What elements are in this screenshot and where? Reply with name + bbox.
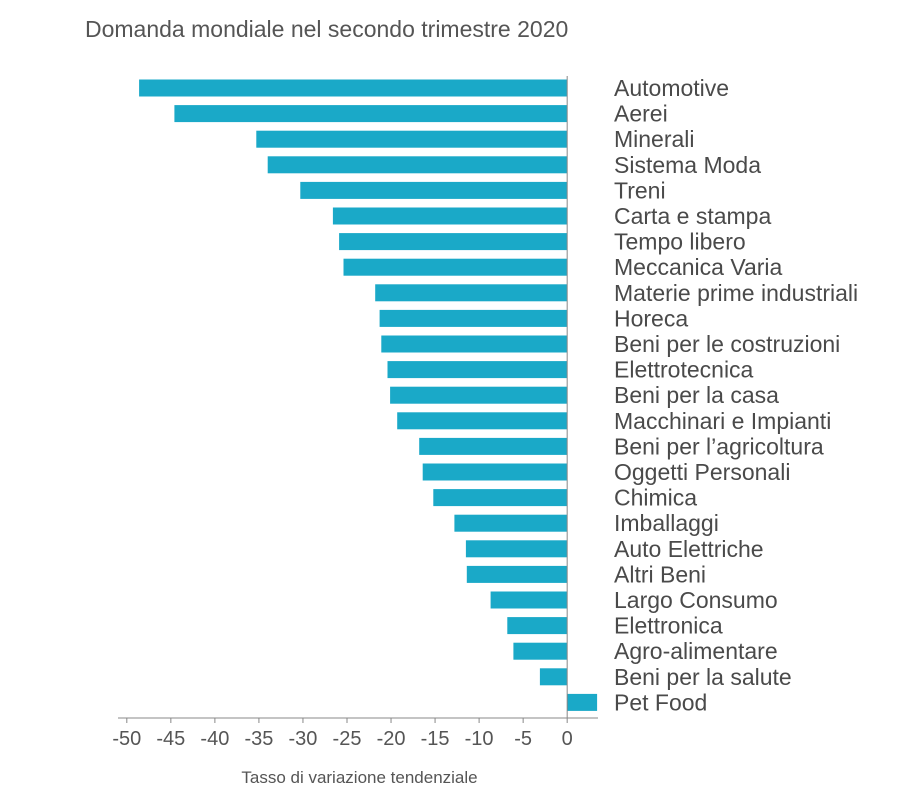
- x-tick-label: -50: [112, 728, 141, 750]
- x-tick-label: -45: [156, 728, 185, 750]
- bar-3: [267, 156, 568, 174]
- category-label: Tempo libero: [614, 229, 746, 255]
- bar-20: [490, 591, 568, 609]
- category-label: Largo Consumo: [614, 587, 778, 613]
- bar-12: [390, 386, 568, 404]
- category-label: Automotive: [614, 75, 729, 101]
- chart-title: Domanda mondiale nel secondo trimestre 2…: [85, 16, 569, 42]
- bar-16: [433, 489, 568, 507]
- bar-5: [332, 207, 568, 225]
- bars-group: [139, 79, 598, 711]
- category-label: Beni per le costruzioni: [614, 331, 840, 357]
- x-tick-label: -30: [289, 728, 318, 750]
- bar-4: [300, 181, 568, 199]
- category-label: Materie prime industriali: [614, 280, 858, 306]
- bar-1: [174, 105, 568, 123]
- bar-15: [422, 463, 568, 481]
- bar-21: [507, 617, 568, 635]
- category-label: Aerei: [614, 101, 668, 127]
- category-label: Auto Elettriche: [614, 536, 764, 562]
- x-tick-label: -10: [465, 728, 494, 750]
- category-label: Treni: [614, 177, 666, 203]
- category-label: Horeca: [614, 305, 688, 331]
- bar-17: [454, 514, 568, 532]
- x-tick-label: -25: [333, 728, 362, 750]
- x-tick-label: -20: [377, 728, 406, 750]
- category-label: Elettrotecnica: [614, 357, 754, 383]
- category-label: Agro-alimentare: [614, 638, 778, 664]
- category-label: Beni per la casa: [614, 382, 779, 408]
- bar-11: [387, 361, 568, 379]
- bar-18: [465, 540, 568, 558]
- category-label: Beni per la salute: [614, 664, 792, 690]
- bar-23: [539, 668, 568, 686]
- x-tick-label: 0: [562, 728, 573, 750]
- bar-13: [397, 412, 568, 430]
- bar-6: [339, 233, 568, 251]
- x-axis-label: Tasso di variazione tendenziale: [241, 768, 478, 787]
- bar-0: [139, 79, 568, 97]
- category-label: Sistema Moda: [614, 152, 761, 178]
- bar-7: [343, 258, 568, 276]
- bar-19: [466, 565, 568, 583]
- category-label: Imballaggi: [614, 510, 719, 536]
- x-tick-label: -40: [200, 728, 229, 750]
- category-label: Carta e stampa: [614, 203, 771, 229]
- category-label: Oggetti Personali: [614, 459, 790, 485]
- category-label: Meccanica Varia: [614, 254, 783, 280]
- x-tick-label: -5: [514, 728, 532, 750]
- x-tick-label: -35: [244, 728, 273, 750]
- x-tick-label: -15: [421, 728, 450, 750]
- bar-2: [256, 130, 568, 148]
- category-label: Beni per l’agricoltura: [614, 433, 824, 459]
- bar-8: [375, 284, 568, 302]
- category-label: Pet Food: [614, 689, 707, 715]
- category-label: Elettronica: [614, 613, 723, 639]
- bar-14: [419, 437, 568, 455]
- x-axis-ticks: -50 -45 -40 -35 -30 -25 -20 -15 -10 -5 0: [112, 718, 573, 750]
- bar-10: [381, 335, 568, 353]
- category-label: Minerali: [614, 126, 695, 152]
- category-label: Chimica: [614, 485, 697, 511]
- category-label: Altri Beni: [614, 561, 706, 587]
- bar-9: [379, 309, 568, 327]
- bar-24: [567, 693, 598, 711]
- bar-22: [513, 642, 568, 660]
- category-label: Macchinari e Impianti: [614, 408, 831, 434]
